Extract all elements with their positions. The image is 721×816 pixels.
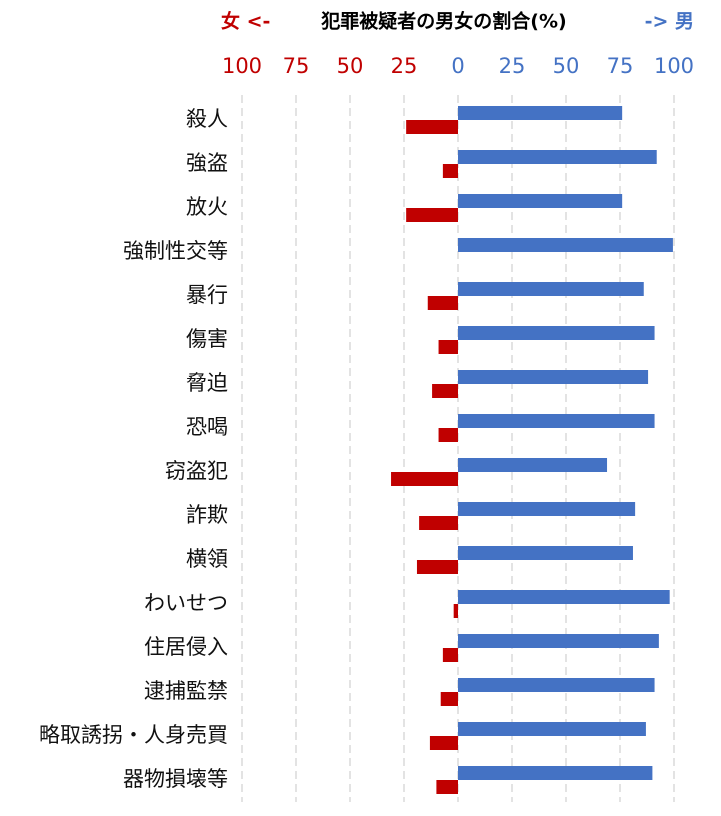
- bar: [419, 516, 458, 530]
- category-label: 住居侵入: [144, 635, 228, 659]
- category-label: 恐喝: [186, 415, 228, 439]
- category-label: 器物損壊等: [123, 767, 228, 791]
- bar: [458, 766, 653, 780]
- title-left: 女 <-: [221, 10, 270, 33]
- title-right: -> 男: [645, 11, 694, 33]
- category-label: 傷害: [186, 327, 228, 351]
- bar: [438, 428, 458, 442]
- bar: [458, 150, 657, 164]
- category-label: 窃盗犯: [165, 459, 228, 483]
- bar: [458, 282, 644, 296]
- category-label: 逮捕監禁: [144, 679, 228, 703]
- x-tick-label: 25: [499, 54, 526, 78]
- chart-title: 犯罪被疑者の男女の割合(%): [320, 10, 566, 33]
- bar: [438, 340, 458, 354]
- bar: [458, 106, 623, 120]
- category-label: 殺人: [186, 107, 228, 131]
- x-tick-label: 100: [654, 54, 694, 78]
- bar: [391, 472, 458, 486]
- category-label: 強盗: [186, 151, 228, 175]
- bar: [442, 648, 458, 662]
- x-tick-label: 100: [222, 54, 262, 78]
- x-tick-label: 50: [553, 54, 580, 78]
- bar: [458, 414, 655, 428]
- bar: [453, 604, 458, 618]
- bar: [458, 194, 623, 208]
- category-label: 放火: [186, 195, 228, 219]
- x-tick-label: 25: [391, 54, 418, 78]
- bar: [458, 722, 646, 736]
- x-tick-label: 75: [607, 54, 634, 78]
- x-tick-label: 50: [337, 54, 364, 78]
- bar: [406, 120, 458, 134]
- bar: [427, 296, 458, 310]
- bar: [458, 238, 673, 252]
- bar: [458, 326, 655, 340]
- bar: [432, 384, 458, 398]
- category-label: 暴行: [186, 283, 228, 307]
- bar: [440, 692, 458, 706]
- category-label: 脅迫: [186, 371, 228, 395]
- category-label: 略取誘拐・人身売買: [39, 723, 228, 747]
- bar: [429, 736, 458, 750]
- bar: [458, 502, 636, 516]
- category-label: 横領: [186, 547, 228, 571]
- x-tick-label: 0: [451, 54, 464, 78]
- bar: [416, 560, 458, 574]
- bar: [458, 458, 608, 472]
- bar: [458, 370, 649, 384]
- bar: [436, 780, 458, 794]
- bar: [458, 634, 659, 648]
- x-tick-label: 75: [283, 54, 310, 78]
- bar: [406, 208, 458, 222]
- category-label: わいせつ: [144, 591, 228, 615]
- bar: [458, 678, 655, 692]
- category-label: 詐欺: [186, 503, 228, 527]
- bar: [458, 590, 670, 604]
- bar: [442, 164, 458, 178]
- category-label: 強制性交等: [123, 239, 228, 263]
- bar: [458, 546, 633, 560]
